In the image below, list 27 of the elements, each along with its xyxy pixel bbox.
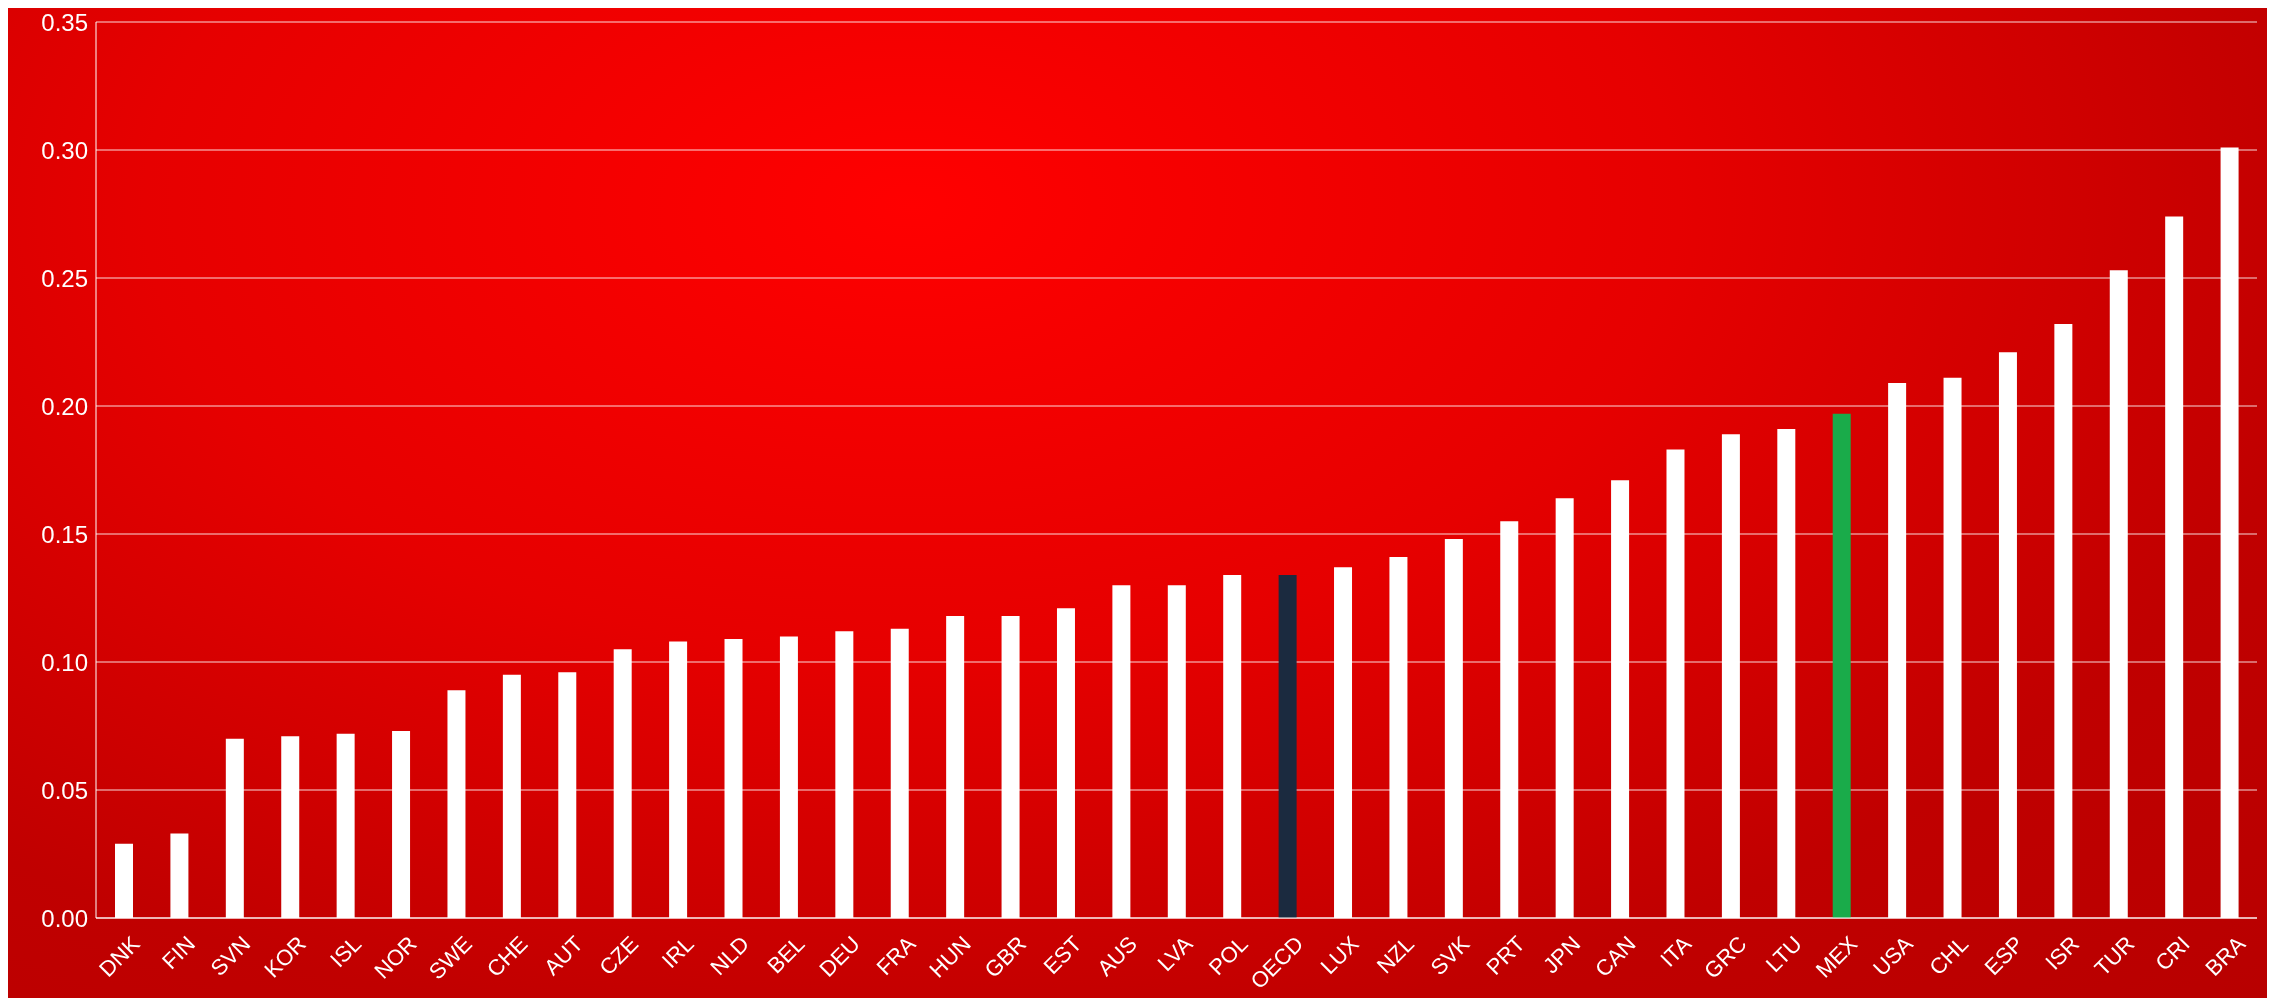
x-tick-label: NZL <box>1371 931 1419 979</box>
x-tick-label: CZE <box>594 931 644 980</box>
x-tick-label: BRA <box>2200 930 2251 981</box>
x-tick-label: LVA <box>1152 930 1198 976</box>
y-tick-label: 0.35 <box>41 8 88 36</box>
x-tick-label: ISL <box>325 931 367 973</box>
x-tick-label: BEL <box>762 931 810 979</box>
x-tick-label: FIN <box>157 931 200 974</box>
x-tick-label: CHL <box>1924 931 1974 980</box>
y-tick-label: 0.30 <box>41 136 88 164</box>
y-tick-label: 0.05 <box>41 776 88 804</box>
x-tick-label: POL <box>1203 931 1253 980</box>
x-tick-label: LTU <box>1760 931 1807 978</box>
y-tick-label: 0.00 <box>41 904 88 932</box>
y-tick-label: 0.25 <box>41 264 88 292</box>
x-tick-label: FRA <box>871 930 921 980</box>
x-tick-label: JPN <box>1538 931 1586 979</box>
y-tick-label: 0.20 <box>41 392 88 420</box>
x-tick-label: TUR <box>2089 931 2140 981</box>
y-tick-label: 0.10 <box>41 648 88 676</box>
x-tick-label: NLD <box>705 931 755 980</box>
x-tick-label: ISR <box>2040 931 2084 975</box>
x-tick-label: IRL <box>656 931 699 974</box>
x-tick-label: ITA <box>1655 930 1697 972</box>
y-tick-label: 0.15 <box>41 520 88 548</box>
x-tick-label: USA <box>1868 930 1918 981</box>
x-tick-label: CRI <box>2150 931 2195 976</box>
